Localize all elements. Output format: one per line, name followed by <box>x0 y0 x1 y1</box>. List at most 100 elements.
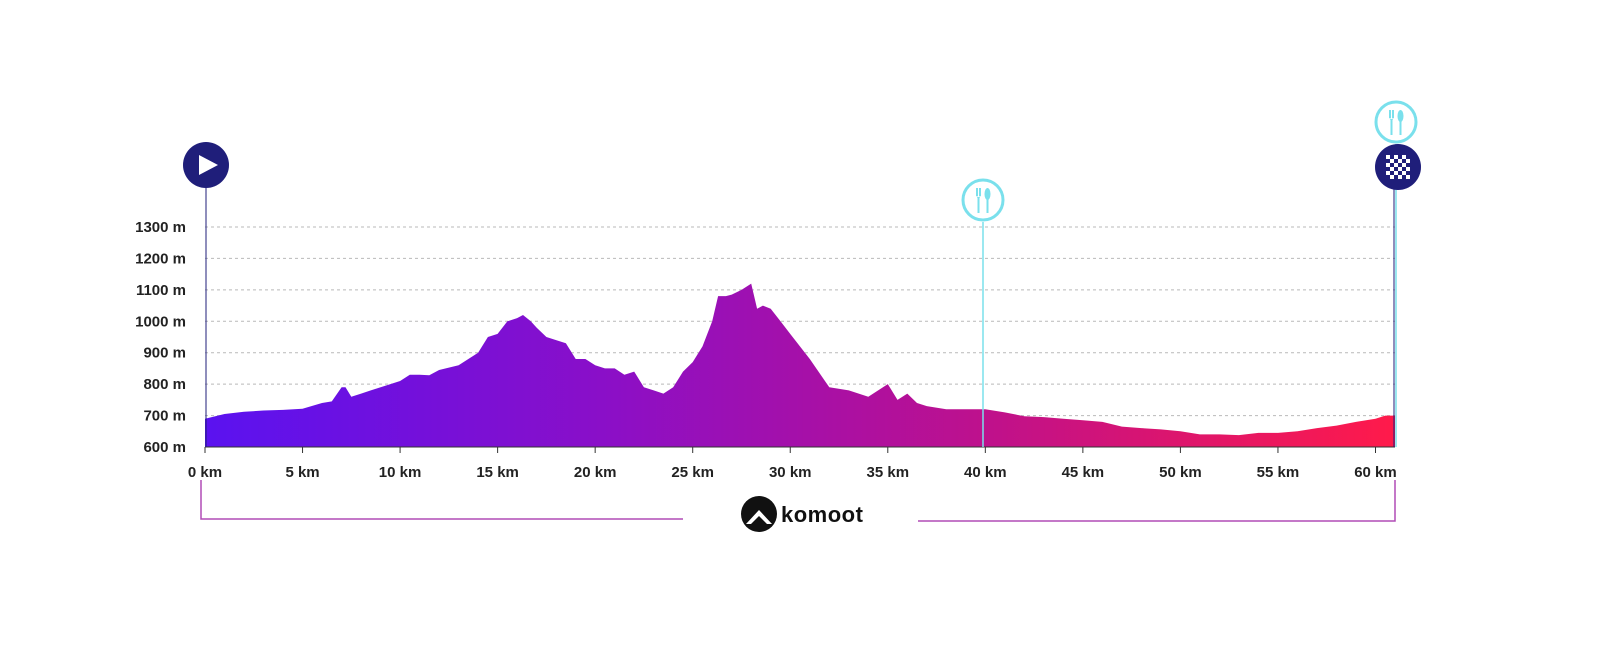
elevation-point <box>663 393 665 395</box>
elevation-point <box>868 396 870 398</box>
checker-square <box>1394 171 1398 175</box>
elevation-point <box>302 408 304 410</box>
food-cutlery-icon <box>976 188 991 213</box>
checker-square <box>1402 171 1406 175</box>
komoot-logo: komoot <box>741 496 863 532</box>
elevation-point <box>546 336 548 338</box>
elevation-point <box>604 368 606 370</box>
elevation-point <box>419 374 421 376</box>
elevation-point <box>341 387 343 389</box>
elevation-point <box>1121 426 1123 428</box>
checker-square <box>1402 155 1406 159</box>
x-tick-label: 40 km <box>964 464 1007 481</box>
elevation-point <box>1336 425 1338 427</box>
food-cutlery-icon <box>1389 110 1404 135</box>
elevation-point <box>829 387 831 389</box>
elevation-point <box>1063 418 1065 420</box>
x-tick-label: 15 km <box>476 464 519 481</box>
checker-square <box>1406 171 1410 175</box>
checker-square <box>1398 159 1402 163</box>
y-tick-label: 1100 m <box>136 282 186 299</box>
elevation-point <box>1141 427 1143 429</box>
elevation-point <box>1102 421 1104 423</box>
elevation-point <box>351 396 353 398</box>
y-tick-label: 1000 m <box>135 313 186 330</box>
elevation-point <box>399 380 401 382</box>
elevation-point <box>624 374 626 376</box>
x-tick-label: 55 km <box>1257 464 1300 481</box>
elevation-point <box>643 387 645 389</box>
elevation-point <box>585 358 587 360</box>
checker-square <box>1402 175 1406 179</box>
elevation-point <box>224 413 226 415</box>
x-tick-label: 45 km <box>1062 464 1105 481</box>
elevation-point <box>487 336 489 338</box>
checker-square <box>1390 163 1394 167</box>
elevation-point <box>756 308 758 310</box>
komoot-logo-icon <box>741 496 777 532</box>
checker-square <box>1394 155 1398 159</box>
elevation-point <box>1277 432 1279 434</box>
checker-square <box>1406 159 1410 163</box>
checker-square <box>1386 167 1390 171</box>
elevation-area <box>205 283 1395 447</box>
elevation-point <box>907 393 909 395</box>
x-tick-label: 25 km <box>671 464 714 481</box>
food-marker[interactable] <box>961 178 1005 222</box>
x-tick-label: 50 km <box>1159 464 1202 481</box>
elevation-point <box>682 371 684 373</box>
y-tick-label: 900 m <box>143 345 186 362</box>
checker-square <box>1386 163 1390 167</box>
elevation-point <box>1238 434 1240 436</box>
elevation-point <box>263 410 265 412</box>
elevation-point <box>1160 429 1162 431</box>
elevation-point <box>692 361 694 363</box>
elevation-point <box>429 375 431 377</box>
elevation-point <box>1180 431 1182 433</box>
start-marker[interactable] <box>183 142 229 188</box>
checker-square <box>1386 159 1390 163</box>
elevation-point <box>633 371 635 373</box>
elevation-point <box>711 321 713 323</box>
checker-square <box>1394 167 1398 171</box>
food-marker[interactable] <box>1374 100 1418 144</box>
elevation-point <box>507 321 509 323</box>
elevation-point <box>985 409 987 411</box>
checker-square <box>1386 171 1390 175</box>
elevation-point <box>530 321 532 323</box>
elevation-point <box>380 387 382 389</box>
elevation-point <box>702 346 704 348</box>
elevation-point <box>477 352 479 354</box>
y-tick-label: 1300 m <box>135 219 186 236</box>
checker-square <box>1402 167 1406 171</box>
elevation-point <box>243 411 245 413</box>
elevation-point <box>926 405 928 407</box>
elevation-point <box>1004 412 1006 414</box>
y-tick-label: 600 m <box>143 439 186 456</box>
elevation-point <box>1384 415 1386 417</box>
elevation-point <box>497 333 499 335</box>
elevation-point <box>946 409 948 411</box>
checker-square <box>1406 155 1410 159</box>
checker-square <box>1386 175 1390 179</box>
elevation-point <box>522 314 524 316</box>
elevation-point <box>717 295 719 297</box>
elevation-point <box>672 387 674 389</box>
checker-square <box>1398 163 1402 167</box>
elevation-point <box>897 399 899 401</box>
checker-square <box>1390 155 1394 159</box>
checker-square <box>1390 175 1394 179</box>
elevation-point <box>282 409 284 411</box>
elevation-point <box>458 365 460 367</box>
elevation-point <box>762 305 764 307</box>
brand-bracket-left <box>200 480 683 520</box>
elevation-point <box>331 401 333 403</box>
elevation-point <box>555 339 557 341</box>
y-tick-label: 700 m <box>143 408 186 425</box>
x-tick-label: 0 km <box>188 464 222 481</box>
elevation-point <box>1219 434 1221 436</box>
elevation-point <box>1258 432 1260 434</box>
finish-marker[interactable] <box>1375 144 1421 190</box>
x-tick-label: 10 km <box>379 464 422 481</box>
elevation-point <box>360 393 362 395</box>
